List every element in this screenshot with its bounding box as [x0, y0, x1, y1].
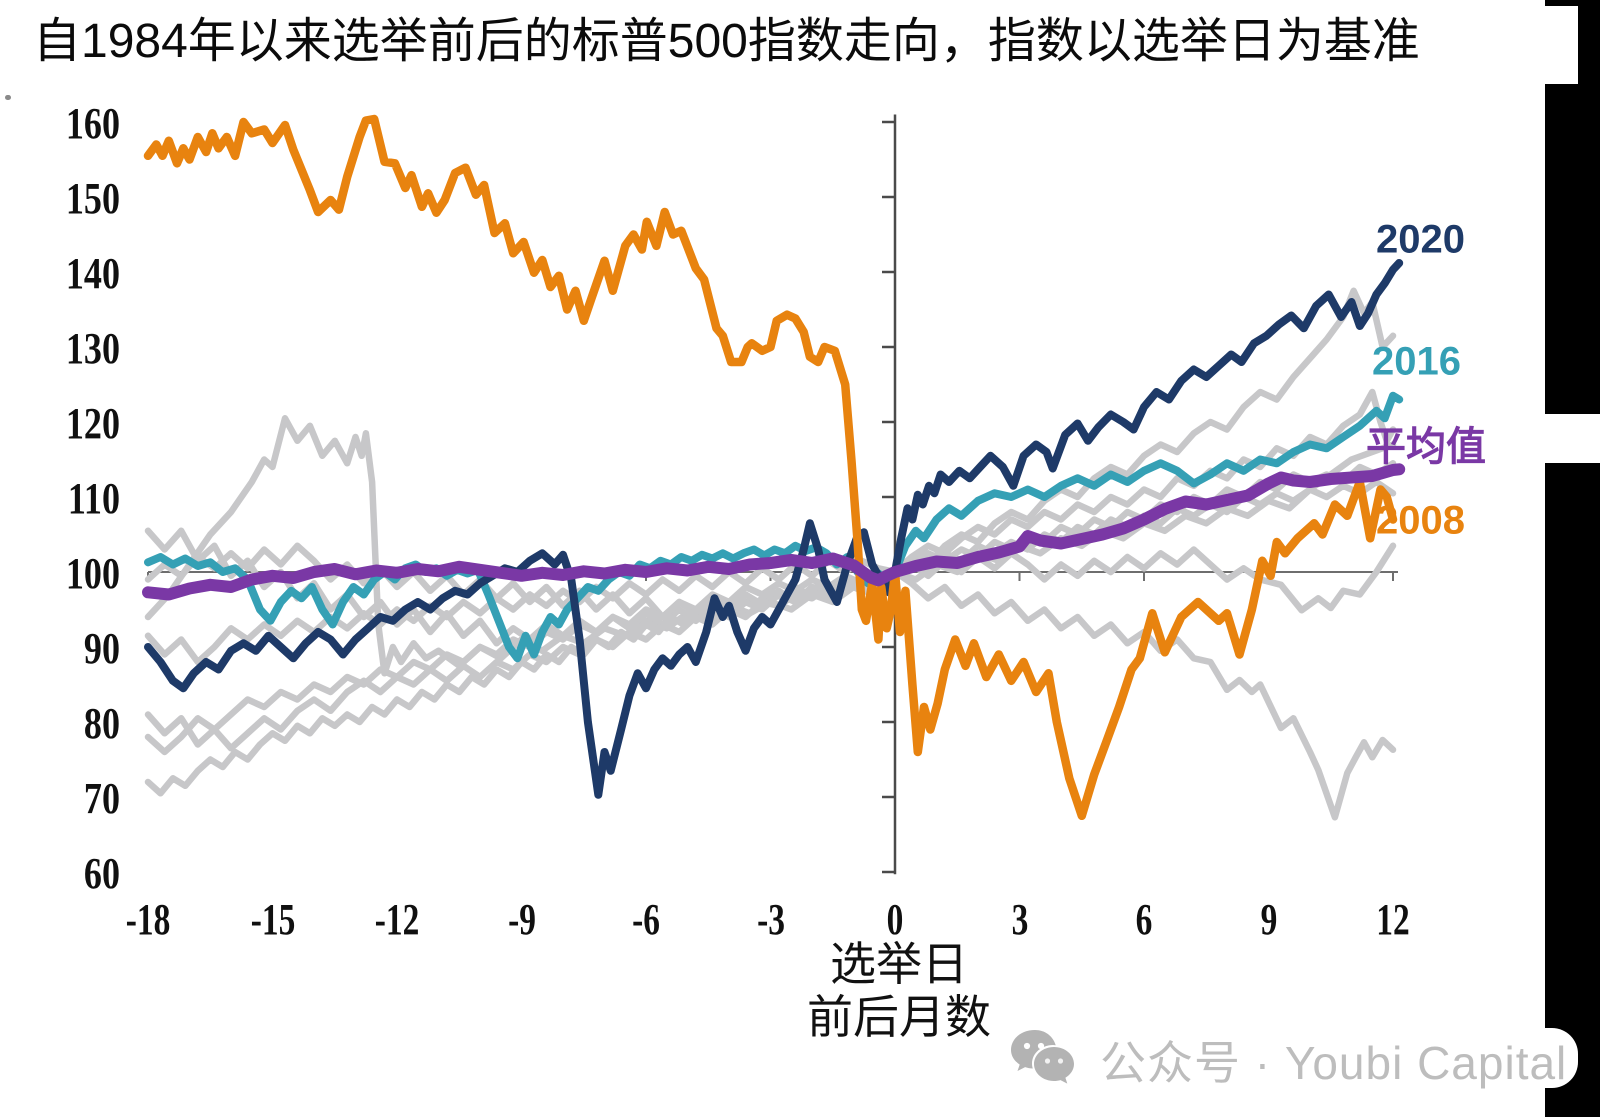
series-line-average	[142, 463, 1406, 601]
series-line-other-g	[144, 287, 1397, 797]
x-axis-title-line2: 前后月数	[807, 991, 991, 1043]
screen-edge-bar-upper	[1545, 84, 1600, 414]
series-line-y2020	[144, 259, 1404, 799]
screen-edge-bar-top	[1545, 0, 1600, 6]
series-line-y2016	[144, 391, 1404, 663]
watermark-notch	[1500, 1028, 1578, 1088]
screen-edge-bar-narrow	[1578, 0, 1600, 84]
series-line-other-e	[144, 478, 1397, 752]
y-tick-label-160: 160	[65, 99, 120, 148]
y-tick-label-120: 120	[65, 399, 120, 448]
screen-edge-bar-lower	[1545, 463, 1600, 1117]
chart-title: 自1984年以来选举前后的标普500指数走向，指数以选举日为基准	[33, 15, 1420, 68]
artifact-dot	[5, 95, 11, 100]
y-tick-label-140: 140	[65, 249, 120, 298]
y-tick-label-70: 70	[83, 774, 120, 823]
wechat-icon	[1011, 1030, 1074, 1084]
series-line-y2008	[143, 114, 1398, 821]
x-tick-label--6: -6	[632, 895, 660, 944]
x-tick-label--12: -12	[374, 895, 420, 944]
x-axis-title: 选举日 前后月数	[759, 938, 1039, 1044]
series-label-y2020: 2020	[1376, 217, 1465, 262]
y-tick-label-150: 150	[65, 174, 120, 223]
x-tick-label-0: 0	[886, 895, 904, 944]
x-tick-label--18: -18	[125, 895, 171, 944]
x-tick-label--15: -15	[250, 895, 295, 944]
watermark: 公众号 · Youbi Capital	[1008, 1025, 1567, 1095]
watermark-text: 公众号 · Youbi Capital	[1100, 1037, 1568, 1089]
series-line-other-a	[144, 415, 1397, 677]
y-tick-label-100: 100	[65, 549, 120, 598]
x-tick-label--3: -3	[756, 895, 785, 944]
x-tick-label-6: 6	[1135, 895, 1153, 944]
y-tick-label-80: 80	[83, 699, 120, 748]
y-tick-label-90: 90	[83, 624, 120, 673]
x-tick-label--9: -9	[507, 895, 536, 944]
series-label-y2008: 2008	[1376, 498, 1465, 543]
y-tick-label-60: 60	[83, 849, 120, 898]
x-tick-label-3: 3	[1011, 895, 1028, 944]
y-tick-label-110: 110	[67, 474, 120, 523]
series-label-average: 平均值	[1366, 425, 1486, 469]
series-label-y2016: 2016	[1372, 339, 1461, 384]
y-tick-label-130: 130	[65, 324, 120, 373]
x-tick-label-9: 9	[1260, 895, 1277, 944]
x-axis-title-line1: 选举日	[830, 938, 968, 990]
x-tick-label-12: 12	[1376, 895, 1410, 944]
